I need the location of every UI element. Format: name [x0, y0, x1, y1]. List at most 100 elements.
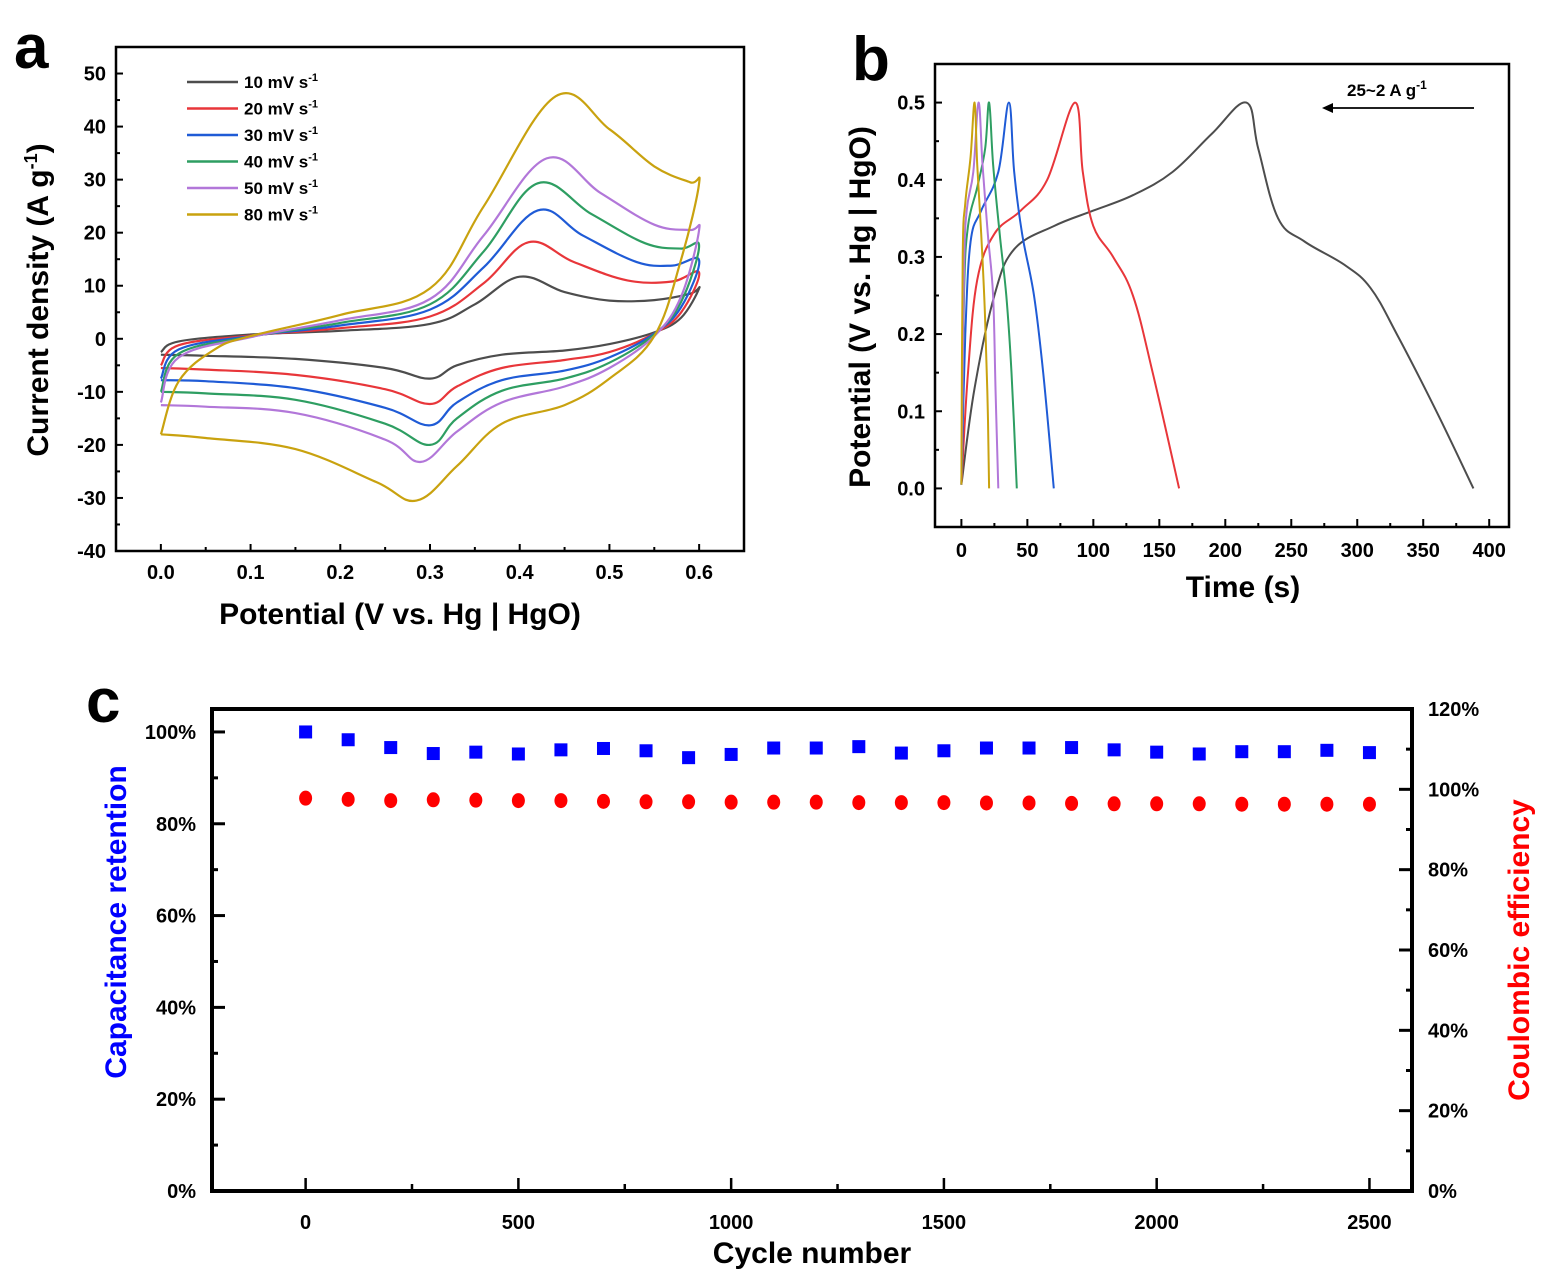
- legend-label-2: 20 mV s-1: [244, 99, 318, 119]
- panel-c-frame: [210, 707, 1414, 1193]
- y-tick-label: 10: [84, 276, 106, 298]
- x-tick-label: 0.5: [596, 562, 624, 584]
- retention-point: [426, 747, 440, 761]
- cv-curve-4: [159, 181, 701, 447]
- x-tick-label: 0.1: [237, 562, 265, 584]
- y-tick-label: 0.5: [897, 93, 925, 115]
- panel-c-plot-area: [299, 725, 1376, 812]
- left-y-tick-label: 60%: [156, 906, 196, 928]
- efficiency-point: [724, 794, 738, 810]
- gcd-curve-1: [960, 101, 1475, 489]
- panel-a-y-title-main: Current density (A g: [22, 169, 55, 456]
- panel-a-plot-area: [159, 92, 701, 503]
- panel-a-x-axis-title: Potential (V vs. Hg | HgO): [219, 598, 581, 631]
- retention-point: [1022, 741, 1036, 755]
- panel-b-annotation: 25~2 A g-1: [1347, 78, 1427, 100]
- x-tick-label: 200: [1209, 540, 1242, 562]
- retention-point: [1235, 745, 1249, 759]
- panel-b-y-axis-title: Potential (V vs. Hg | HgO): [844, 126, 877, 488]
- legend-label-sup: -1: [308, 152, 318, 164]
- x-tick-label: 150: [1143, 540, 1176, 562]
- efficiency-point: [894, 795, 908, 811]
- x-tick-label: 2000: [1134, 1212, 1179, 1234]
- x-tick-label: 300: [1341, 540, 1374, 562]
- panel-a-y-axis-title: Current density (A g-1): [21, 143, 55, 456]
- right-y-tick-label: 0%: [1428, 1181, 1457, 1203]
- cv-curve-6: [159, 92, 701, 503]
- efficiency-point: [341, 791, 355, 807]
- cv-curve-3: [159, 208, 701, 427]
- gcd-curve-2: [960, 101, 1181, 489]
- panel-a-y-title-sup: -1: [21, 153, 41, 169]
- efficiency-point: [1022, 795, 1036, 811]
- retention-point: [852, 740, 866, 754]
- retention-point: [1192, 747, 1206, 761]
- panel-b-plot-area: [960, 101, 1475, 489]
- efficiency-point: [1107, 796, 1121, 812]
- legend-label-sup: -1: [308, 72, 318, 84]
- gcd-curve-3: [960, 101, 1055, 489]
- y-tick-label: 0.1: [897, 401, 925, 423]
- cv-curve-1: [160, 275, 701, 380]
- efficiency-point: [1065, 795, 1079, 811]
- x-tick-label: 400: [1473, 540, 1506, 562]
- y-tick-label: 0.0: [897, 478, 925, 500]
- left-y-tick-label: 0%: [167, 1181, 196, 1203]
- retention-point: [469, 745, 483, 759]
- panel-b-axes: 0 50 100 150 200 250 300 350 400 0.0 0.1 0.2 0.3 0.4 0…: [897, 62, 1511, 562]
- panel-c-x-axis-title: Cycle number: [713, 1237, 912, 1270]
- efficiency-point: [1320, 796, 1334, 812]
- efficiency-point: [511, 793, 525, 809]
- retention-point: [554, 743, 568, 757]
- retention-point: [724, 747, 738, 761]
- y-tick-label: 20: [84, 223, 106, 245]
- left-y-tick-label: 80%: [156, 814, 196, 836]
- panel-b-frame: [933, 62, 1511, 529]
- panel-a-label: a: [14, 13, 49, 82]
- left-y-tick-label: 40%: [156, 997, 196, 1019]
- y-tick-label: 0.2: [897, 324, 925, 346]
- x-tick-label: 0.4: [506, 562, 535, 584]
- legend-label-1: 10 mV s-1: [244, 72, 318, 92]
- cv-curve-5: [159, 156, 701, 464]
- panel-c-right-y-axis-title: Coulombic efficiency: [1503, 799, 1536, 1101]
- left-y-tick-label: 100%: [145, 722, 196, 744]
- y-tick-label: -20: [77, 435, 106, 457]
- panel-c-cycling-stability: c 0 500 1000 1500 2000 2500 0% 20% 40% 60% 80% 100%…: [86, 667, 1536, 1270]
- panel-b-arrow-head-icon: [1322, 103, 1333, 113]
- panel-a-legend: 10 mV s-120 mV s-130 mV s-140 mV s-150 m…: [187, 72, 318, 225]
- retention-point: [979, 741, 993, 755]
- efficiency-point: [1277, 796, 1291, 812]
- legend-label-sup: -1: [308, 205, 318, 217]
- y-tick-label: -10: [77, 382, 106, 404]
- x-tick-label: 250: [1275, 540, 1308, 562]
- legend-label-main: 20 mV s: [244, 100, 308, 119]
- efficiency-point: [809, 794, 823, 810]
- y-tick-label: -30: [77, 488, 106, 510]
- retention-point: [341, 733, 355, 747]
- efficiency-point: [596, 793, 610, 809]
- x-tick-label: 0.6: [685, 562, 713, 584]
- x-tick-label: 0: [956, 540, 967, 562]
- retention-point: [894, 746, 908, 760]
- y-tick-label: 50: [84, 64, 106, 86]
- gcd-curve-5: [960, 101, 1000, 489]
- efficiency-point: [469, 792, 483, 808]
- panel-b-annotation-sup: -1: [1416, 78, 1427, 92]
- legend-label-4: 40 mV s-1: [244, 152, 318, 172]
- retention-point: [299, 725, 313, 739]
- right-y-tick-label: 40%: [1428, 1020, 1468, 1042]
- left-y-tick-label: 20%: [156, 1089, 196, 1111]
- panel-b-label: b: [852, 25, 890, 94]
- retention-point: [639, 744, 653, 758]
- retention-point: [1107, 743, 1121, 757]
- legend-label-main: 50 mV s: [244, 179, 308, 198]
- retention-point: [511, 747, 525, 761]
- efficiency-point: [1192, 796, 1206, 812]
- retention-point: [384, 741, 398, 755]
- panel-a-axes: 0.0 0.1 0.2 0.3 0.4 0.5 0.6 -40 -30 -20 -10 0 10 20 30…: [77, 45, 746, 584]
- gcd-curve-6: [960, 101, 991, 489]
- retention-point: [596, 741, 610, 755]
- retention-point: [767, 741, 781, 755]
- right-y-tick-label: 120%: [1428, 699, 1479, 721]
